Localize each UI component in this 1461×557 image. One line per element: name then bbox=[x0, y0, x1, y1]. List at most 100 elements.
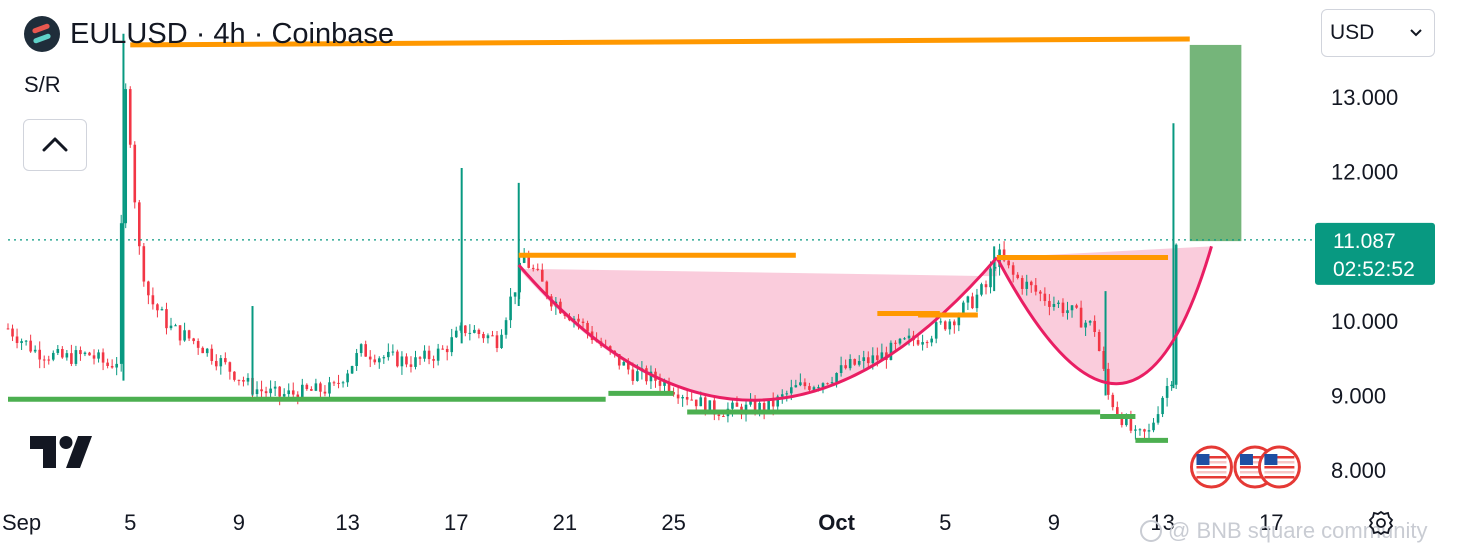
candle-body bbox=[445, 348, 449, 353]
candle-body bbox=[355, 353, 358, 366]
candle-body bbox=[128, 89, 132, 145]
candle-body bbox=[1043, 293, 1047, 302]
candle-body bbox=[735, 402, 739, 407]
candle-body bbox=[1052, 304, 1056, 307]
candle-body bbox=[848, 359, 852, 369]
candle-body bbox=[169, 325, 173, 329]
candle-body bbox=[1016, 274, 1019, 279]
candle-body bbox=[418, 357, 422, 359]
symbol-title[interactable]: EULUSD · 4h · Coinbase bbox=[70, 17, 394, 50]
candle-body bbox=[504, 320, 508, 335]
candle-body bbox=[70, 353, 73, 364]
candle-body bbox=[42, 359, 46, 361]
candle-body bbox=[1093, 320, 1096, 333]
candle-body bbox=[1156, 414, 1160, 423]
tradingview-logo-icon bbox=[30, 436, 92, 468]
x-tick-label: Oct bbox=[818, 510, 855, 535]
candle-body bbox=[427, 350, 431, 360]
x-tick-label: 13 bbox=[335, 510, 359, 535]
candle-body bbox=[187, 330, 191, 339]
candle-body bbox=[898, 338, 902, 344]
candle-body bbox=[332, 382, 336, 384]
candle-body bbox=[214, 360, 218, 367]
candle-body bbox=[165, 309, 168, 329]
flag-stripe bbox=[1196, 466, 1227, 469]
candle-body bbox=[880, 352, 884, 360]
candle-body bbox=[432, 359, 435, 361]
candle-body bbox=[713, 400, 716, 415]
candle-body bbox=[61, 349, 64, 358]
candle-body bbox=[1134, 429, 1137, 431]
candle-body bbox=[934, 322, 938, 339]
collapse-indicators-button[interactable] bbox=[23, 119, 87, 171]
candle-body bbox=[6, 328, 10, 330]
candle-body bbox=[174, 325, 177, 327]
candle-body bbox=[11, 328, 14, 337]
currency-select[interactable]: USD bbox=[1321, 9, 1435, 57]
resistance-line bbox=[130, 36, 1190, 48]
candle-body bbox=[794, 385, 798, 388]
flag-stripe bbox=[1239, 461, 1270, 464]
candle-body bbox=[622, 362, 626, 366]
candle-body bbox=[319, 383, 322, 392]
candle-body bbox=[957, 315, 961, 326]
candle-body bbox=[1079, 307, 1083, 328]
candle-body bbox=[1147, 430, 1151, 432]
candle-body bbox=[948, 321, 952, 330]
candle-body bbox=[545, 281, 549, 297]
candle-body bbox=[989, 268, 992, 288]
candle-body bbox=[278, 386, 281, 397]
candle-body bbox=[826, 383, 829, 385]
candle-body bbox=[400, 356, 404, 367]
candle-body bbox=[830, 382, 834, 384]
flag-stripe bbox=[1239, 466, 1270, 469]
candle-body bbox=[943, 321, 947, 330]
candle-body bbox=[808, 386, 811, 390]
candle-body bbox=[586, 322, 589, 332]
candle-body bbox=[160, 309, 164, 311]
cup-curve bbox=[517, 256, 999, 402]
candle-body bbox=[124, 89, 128, 224]
candle-body bbox=[382, 357, 386, 359]
candle-body bbox=[513, 292, 517, 297]
candle-body bbox=[703, 397, 707, 413]
x-tick-label: 25 bbox=[661, 510, 685, 535]
candle-body bbox=[889, 342, 893, 360]
candle-body bbox=[722, 416, 725, 418]
handle-fill bbox=[996, 246, 1212, 384]
candle-body bbox=[717, 414, 721, 417]
candle-body bbox=[731, 402, 734, 409]
candle-body bbox=[291, 390, 295, 395]
candle-body bbox=[482, 334, 485, 339]
flag-stripe bbox=[1264, 461, 1295, 464]
flag-stripe bbox=[1264, 476, 1295, 479]
price-tag-box bbox=[1315, 222, 1435, 285]
candle-body bbox=[314, 383, 318, 391]
candle-body bbox=[975, 294, 979, 309]
candle-body bbox=[396, 351, 399, 367]
candle-body bbox=[771, 399, 775, 407]
candle-body bbox=[282, 394, 286, 397]
candle-body bbox=[1061, 302, 1065, 314]
candle-body bbox=[65, 353, 69, 358]
candle-body bbox=[20, 341, 23, 344]
candle-body bbox=[328, 382, 331, 394]
candle-body bbox=[866, 357, 870, 364]
candle-body bbox=[24, 340, 28, 342]
indicator-label[interactable]: S/R bbox=[24, 72, 61, 97]
candle-body bbox=[183, 330, 186, 341]
candle-body bbox=[110, 365, 114, 368]
candle-body bbox=[617, 354, 621, 366]
candle-body bbox=[1143, 429, 1146, 432]
candle-body bbox=[1125, 417, 1128, 426]
candle-body bbox=[1129, 417, 1133, 431]
flag-stripe bbox=[1196, 476, 1227, 479]
candle-body bbox=[577, 318, 580, 322]
candle-body bbox=[817, 387, 820, 389]
candle-body bbox=[685, 397, 689, 400]
candle-body bbox=[359, 344, 363, 354]
candle-body bbox=[540, 269, 544, 282]
settings-gear-icon[interactable] bbox=[1368, 510, 1394, 536]
candle-body bbox=[1002, 249, 1006, 261]
